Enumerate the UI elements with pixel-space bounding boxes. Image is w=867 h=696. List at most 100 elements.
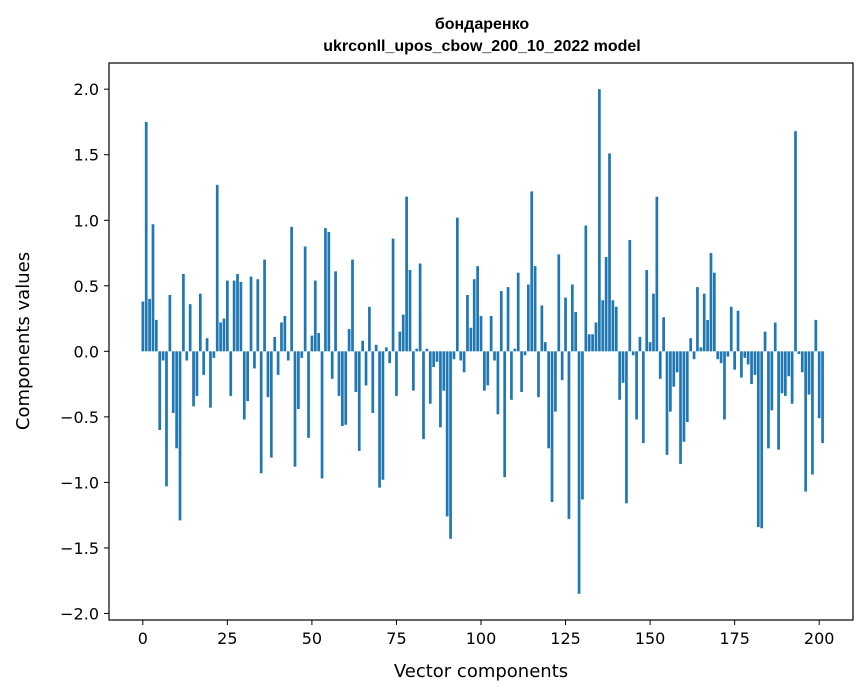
bar bbox=[510, 351, 513, 400]
bar bbox=[269, 351, 273, 458]
bar bbox=[800, 351, 804, 373]
bar bbox=[665, 351, 669, 455]
bar bbox=[445, 351, 449, 517]
bar bbox=[689, 338, 693, 352]
plot-frame bbox=[108, 62, 854, 621]
bar bbox=[300, 351, 304, 358]
bar bbox=[455, 217, 459, 352]
bar bbox=[368, 306, 371, 352]
bar bbox=[537, 351, 540, 398]
x-axis-ticks: 0 25 50 75 100 125 150 175 200 bbox=[138, 620, 834, 648]
bar bbox=[784, 351, 787, 396]
bar bbox=[175, 351, 178, 449]
y-tick-label: −1.5 bbox=[60, 539, 99, 558]
bar bbox=[760, 351, 764, 529]
bar bbox=[598, 89, 601, 352]
bar bbox=[165, 351, 168, 487]
bar bbox=[753, 351, 757, 375]
bar bbox=[439, 351, 442, 428]
bar bbox=[564, 297, 567, 352]
bar bbox=[709, 253, 713, 352]
bar bbox=[621, 351, 625, 383]
bar bbox=[205, 338, 209, 352]
bar bbox=[266, 351, 270, 398]
bar bbox=[486, 351, 490, 386]
bar bbox=[401, 314, 405, 352]
bar bbox=[712, 272, 716, 352]
bar bbox=[161, 351, 165, 361]
bar bbox=[182, 274, 185, 352]
bar bbox=[371, 351, 375, 413]
bar bbox=[726, 351, 730, 357]
bar bbox=[790, 351, 794, 404]
bar bbox=[570, 284, 574, 352]
bar bbox=[354, 351, 358, 392]
bar bbox=[520, 351, 523, 392]
bar bbox=[554, 351, 557, 412]
bar bbox=[543, 342, 547, 352]
bar bbox=[574, 312, 578, 352]
bar bbox=[550, 351, 554, 503]
bar bbox=[263, 259, 266, 352]
bar bbox=[253, 351, 256, 369]
bar bbox=[523, 351, 527, 356]
bar bbox=[148, 298, 151, 352]
bar bbox=[513, 348, 517, 352]
bar bbox=[141, 301, 145, 352]
bar bbox=[324, 228, 327, 352]
bar bbox=[787, 351, 791, 377]
bar bbox=[154, 319, 158, 352]
y-tick-label: 0.0 bbox=[74, 342, 99, 361]
bar bbox=[188, 304, 192, 352]
bar bbox=[716, 351, 720, 360]
bar bbox=[290, 226, 293, 352]
bar bbox=[405, 196, 408, 352]
x-tick-label: 0 bbox=[138, 629, 148, 648]
bar bbox=[770, 351, 774, 411]
bar bbox=[171, 351, 175, 413]
x-tick-label: 50 bbox=[302, 629, 322, 648]
bar bbox=[283, 315, 287, 352]
bar bbox=[723, 351, 726, 420]
bar bbox=[547, 351, 550, 449]
y-tick-label: 1.0 bbox=[74, 211, 99, 230]
bar bbox=[746, 351, 750, 365]
bar bbox=[696, 287, 699, 352]
bar bbox=[733, 351, 736, 370]
bar-series bbox=[141, 89, 824, 594]
bar bbox=[658, 351, 662, 379]
bar bbox=[557, 254, 561, 352]
bar bbox=[699, 347, 703, 352]
bar bbox=[151, 224, 155, 352]
bar bbox=[168, 294, 172, 352]
bar bbox=[212, 351, 216, 358]
bar bbox=[192, 351, 195, 407]
bar bbox=[794, 131, 797, 352]
bar bbox=[320, 351, 324, 479]
bar bbox=[625, 351, 628, 504]
y-tick-label: −2.0 bbox=[60, 604, 99, 623]
bar bbox=[337, 351, 341, 396]
bar bbox=[675, 351, 679, 373]
bar bbox=[249, 276, 253, 352]
bar bbox=[608, 153, 611, 352]
bar bbox=[533, 266, 537, 352]
bar bbox=[662, 317, 665, 352]
bar bbox=[452, 351, 456, 360]
bar bbox=[425, 348, 429, 352]
bar bbox=[391, 238, 395, 352]
bar bbox=[631, 351, 635, 356]
x-tick-label: 75 bbox=[386, 629, 406, 648]
bar bbox=[378, 351, 381, 488]
bar bbox=[493, 351, 496, 361]
bar bbox=[797, 351, 801, 354]
bar bbox=[276, 351, 280, 375]
bar bbox=[814, 319, 818, 352]
chart-title: бондаренко bbox=[435, 16, 530, 33]
bar bbox=[679, 351, 682, 465]
y-axis-ticks: −2.0 −1.5 −1.0 −0.5 0.0 0.5 1.0 1.5 2.0 bbox=[60, 80, 109, 623]
y-tick-label: −1.0 bbox=[60, 473, 99, 492]
bar bbox=[530, 191, 534, 352]
bar bbox=[293, 351, 297, 467]
bar bbox=[459, 351, 463, 361]
